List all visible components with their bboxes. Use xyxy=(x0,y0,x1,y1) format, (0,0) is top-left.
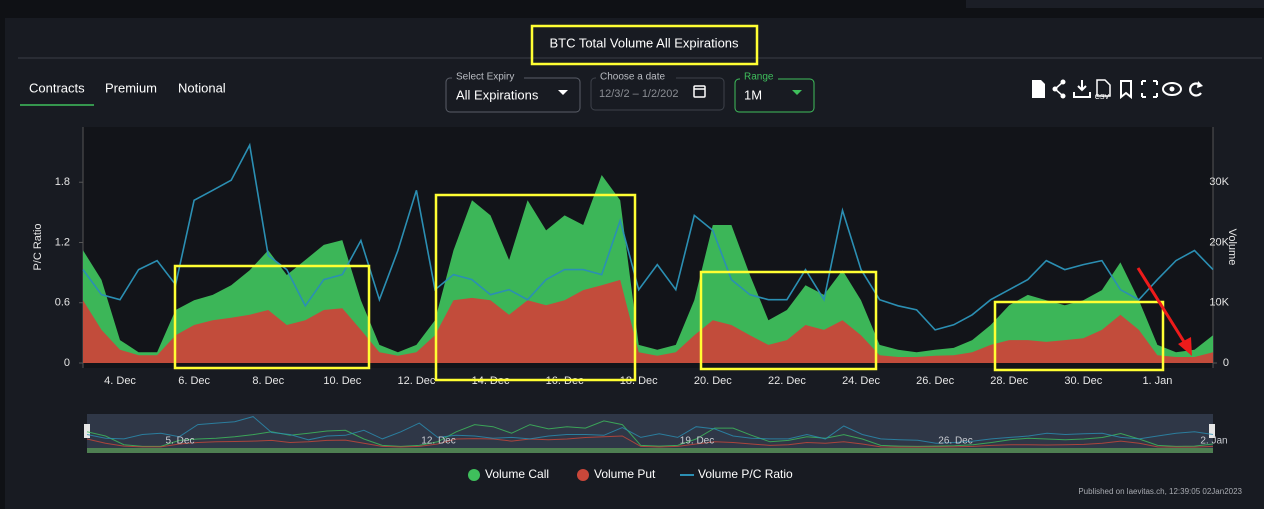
y-tick-label: 0 xyxy=(64,357,70,369)
legend-item[interactable]: Volume Call xyxy=(468,467,549,481)
title-highlight xyxy=(530,24,759,66)
range-select[interactable]: Range 1M xyxy=(734,71,815,113)
x-tick-label: 6. Dec xyxy=(178,375,210,387)
y2-tick-label: 10K xyxy=(1209,297,1229,309)
navigator-label: 2. Jan xyxy=(1200,436,1227,447)
x-tick-label: 30. Dec xyxy=(1064,375,1102,387)
calendar-icon xyxy=(693,85,706,98)
date-value: 12/3/2 – 1/2/202 xyxy=(599,88,679,100)
navigator-handle[interactable] xyxy=(84,424,90,438)
y2-tick-label: 0 xyxy=(1223,357,1229,369)
navigator-label: 5. Dec xyxy=(166,436,195,447)
tab[interactable]: Notional xyxy=(178,80,226,95)
eye-icon xyxy=(1169,86,1175,92)
navigator-scrollbar[interactable] xyxy=(87,448,1213,453)
x-tick-label: 10. Dec xyxy=(323,375,361,387)
top-bar xyxy=(966,0,1264,8)
highlight-box xyxy=(434,193,637,382)
csv-label: CSV xyxy=(1095,94,1110,101)
chart-title: BTC Total Volume All Expirations xyxy=(549,35,739,50)
x-tick-label: 28. Dec xyxy=(990,375,1028,387)
navigator-label: 19. Dec xyxy=(680,436,714,447)
y2-tick-label: 30K xyxy=(1209,176,1229,188)
legend-item[interactable]: Volume P/C Ratio xyxy=(680,467,793,481)
x-tick-label: 20. Dec xyxy=(694,375,732,387)
navigator-label: 12. Dec xyxy=(421,436,455,447)
legend-label: Volume P/C Ratio xyxy=(698,467,793,481)
y2-tick-label: 20K xyxy=(1209,236,1229,248)
navigator-line xyxy=(86,416,1214,444)
legend-label: Volume Put xyxy=(594,467,656,481)
toolbar: CSV xyxy=(1032,79,1203,101)
legend-item[interactable]: Volume Put xyxy=(577,467,656,481)
x-tick-label: 22. Dec xyxy=(768,375,806,387)
csv-icon[interactable] xyxy=(1096,79,1111,97)
legend-swatch xyxy=(577,469,589,481)
y-tick-label: 1.8 xyxy=(55,176,70,188)
share-icon xyxy=(1053,81,1064,97)
line xyxy=(82,142,1214,331)
label-bg xyxy=(740,71,778,83)
legend: Volume Call Volume Put Volume P/C Ratio xyxy=(468,467,793,481)
refresh-icon xyxy=(1197,81,1203,88)
range-label: Range xyxy=(744,72,774,83)
label-bg xyxy=(596,71,676,83)
x-tick-label: 4. Dec xyxy=(104,375,136,387)
download-icon[interactable] xyxy=(1073,80,1091,98)
bookmark-icon[interactable] xyxy=(1120,80,1132,100)
y-tick-label: 0.6 xyxy=(55,297,70,309)
label-bg xyxy=(452,71,524,83)
x-tick-label: 1. Jan xyxy=(1142,375,1172,387)
x-tick-label: 26. Dec xyxy=(916,375,954,387)
expiry-select[interactable]: Select Expiry All Expirations xyxy=(445,71,581,113)
dropdown-arrow xyxy=(792,90,802,95)
tab[interactable]: Premium xyxy=(105,80,157,95)
navigator-series: 5. Dec 12. Dec 19. Dec 26. Dec 2. Jan xyxy=(86,416,1228,448)
select-value: All Expirations xyxy=(456,87,539,102)
y2-axis-title: Volume xyxy=(1226,229,1238,266)
area xyxy=(83,175,1213,363)
x-tick-label: 24. Dec xyxy=(842,375,880,387)
arrow xyxy=(1136,267,1188,346)
y-axis-title: P/C Ratio xyxy=(32,223,44,270)
fullscreen-icon[interactable] xyxy=(1141,80,1158,98)
highlight-box xyxy=(993,300,1165,372)
published-note: Published on laevitas.ch, 12:39:05 02Jan… xyxy=(1078,487,1242,496)
highlight-box xyxy=(173,264,371,370)
navigator-line xyxy=(86,435,1214,448)
range-value: 1M xyxy=(744,87,762,102)
pdf-icon[interactable] xyxy=(1032,80,1045,98)
navigator-handle[interactable] xyxy=(1209,424,1215,438)
legend-label: Volume Call xyxy=(485,467,549,481)
dropdown-arrow xyxy=(558,90,568,95)
navigator-label: 26. Dec xyxy=(938,436,972,447)
arrow-head xyxy=(1178,337,1192,356)
select-label: Select Expiry xyxy=(456,72,514,83)
y-tick-label: 1.2 xyxy=(55,236,70,248)
x-tick-label: 18. Dec xyxy=(620,375,658,387)
highlight-box xyxy=(699,270,878,371)
x-tick-label: 8. Dec xyxy=(252,375,284,387)
x-tick-label: 12. Dec xyxy=(397,375,435,387)
area xyxy=(83,279,1213,363)
date-picker[interactable]: Choose a date 12/3/2 – 1/2/202 xyxy=(590,71,725,111)
legend-swatch xyxy=(468,469,480,481)
date-label: Choose a date xyxy=(600,72,665,83)
tab[interactable]: Contracts xyxy=(29,80,85,95)
eye-icon[interactable] xyxy=(1162,82,1182,96)
annotations xyxy=(173,193,1165,382)
